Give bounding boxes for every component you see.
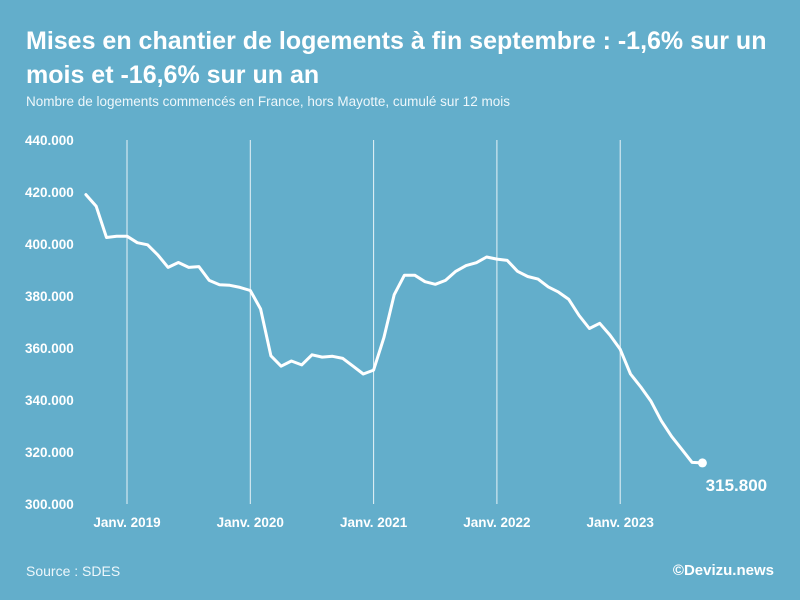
y-tick-label: 300.000 [25,497,74,512]
page-title: Mises en chantier de logements à fin sep… [26,27,767,89]
credit-logo: ©Devizu.news [672,562,774,579]
series-line [84,193,704,465]
y-tick-label: 320.000 [25,445,74,460]
end-point-marker [697,458,707,468]
y-tick-label: 440.000 [25,133,74,148]
x-tick-label: Janv. 2022 [463,515,530,530]
y-axis-ticks: 300.000 320.000 340.000 360.000 380.000 400.0… [25,133,74,512]
y-tick-label: 400.000 [25,237,74,252]
x-axis-ticks: Janv. 2019 Janv. 2020 Janv. 2021 Janv. 2022… [93,515,654,530]
y-tick-label: 340.000 [25,393,74,408]
x-tick-label: Janv. 2023 [587,515,655,530]
end-value-label: 315.800 [706,476,767,495]
source-note: Source : SDES [26,563,121,579]
y-tick-label: 360.000 [25,341,74,356]
chart-subtitle: Nombre de logements commencés en France,… [26,94,510,109]
y-tick-label: 380.000 [25,289,74,304]
y-tick-label: 420.000 [25,185,74,200]
x-tick-label: Janv. 2020 [217,515,284,530]
x-tick-label: Janv. 2019 [93,515,160,530]
x-tick-label: Janv. 2021 [340,515,408,530]
chart-grid [126,140,621,504]
